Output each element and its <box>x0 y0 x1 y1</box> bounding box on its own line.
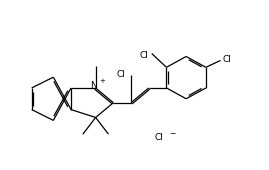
Text: −: − <box>169 129 176 138</box>
Text: N: N <box>90 81 97 89</box>
Text: Cl: Cl <box>155 133 164 142</box>
Text: Cl: Cl <box>140 51 149 60</box>
Text: Cl: Cl <box>222 55 231 64</box>
Text: +: + <box>100 78 105 84</box>
Text: Cl: Cl <box>116 70 125 79</box>
